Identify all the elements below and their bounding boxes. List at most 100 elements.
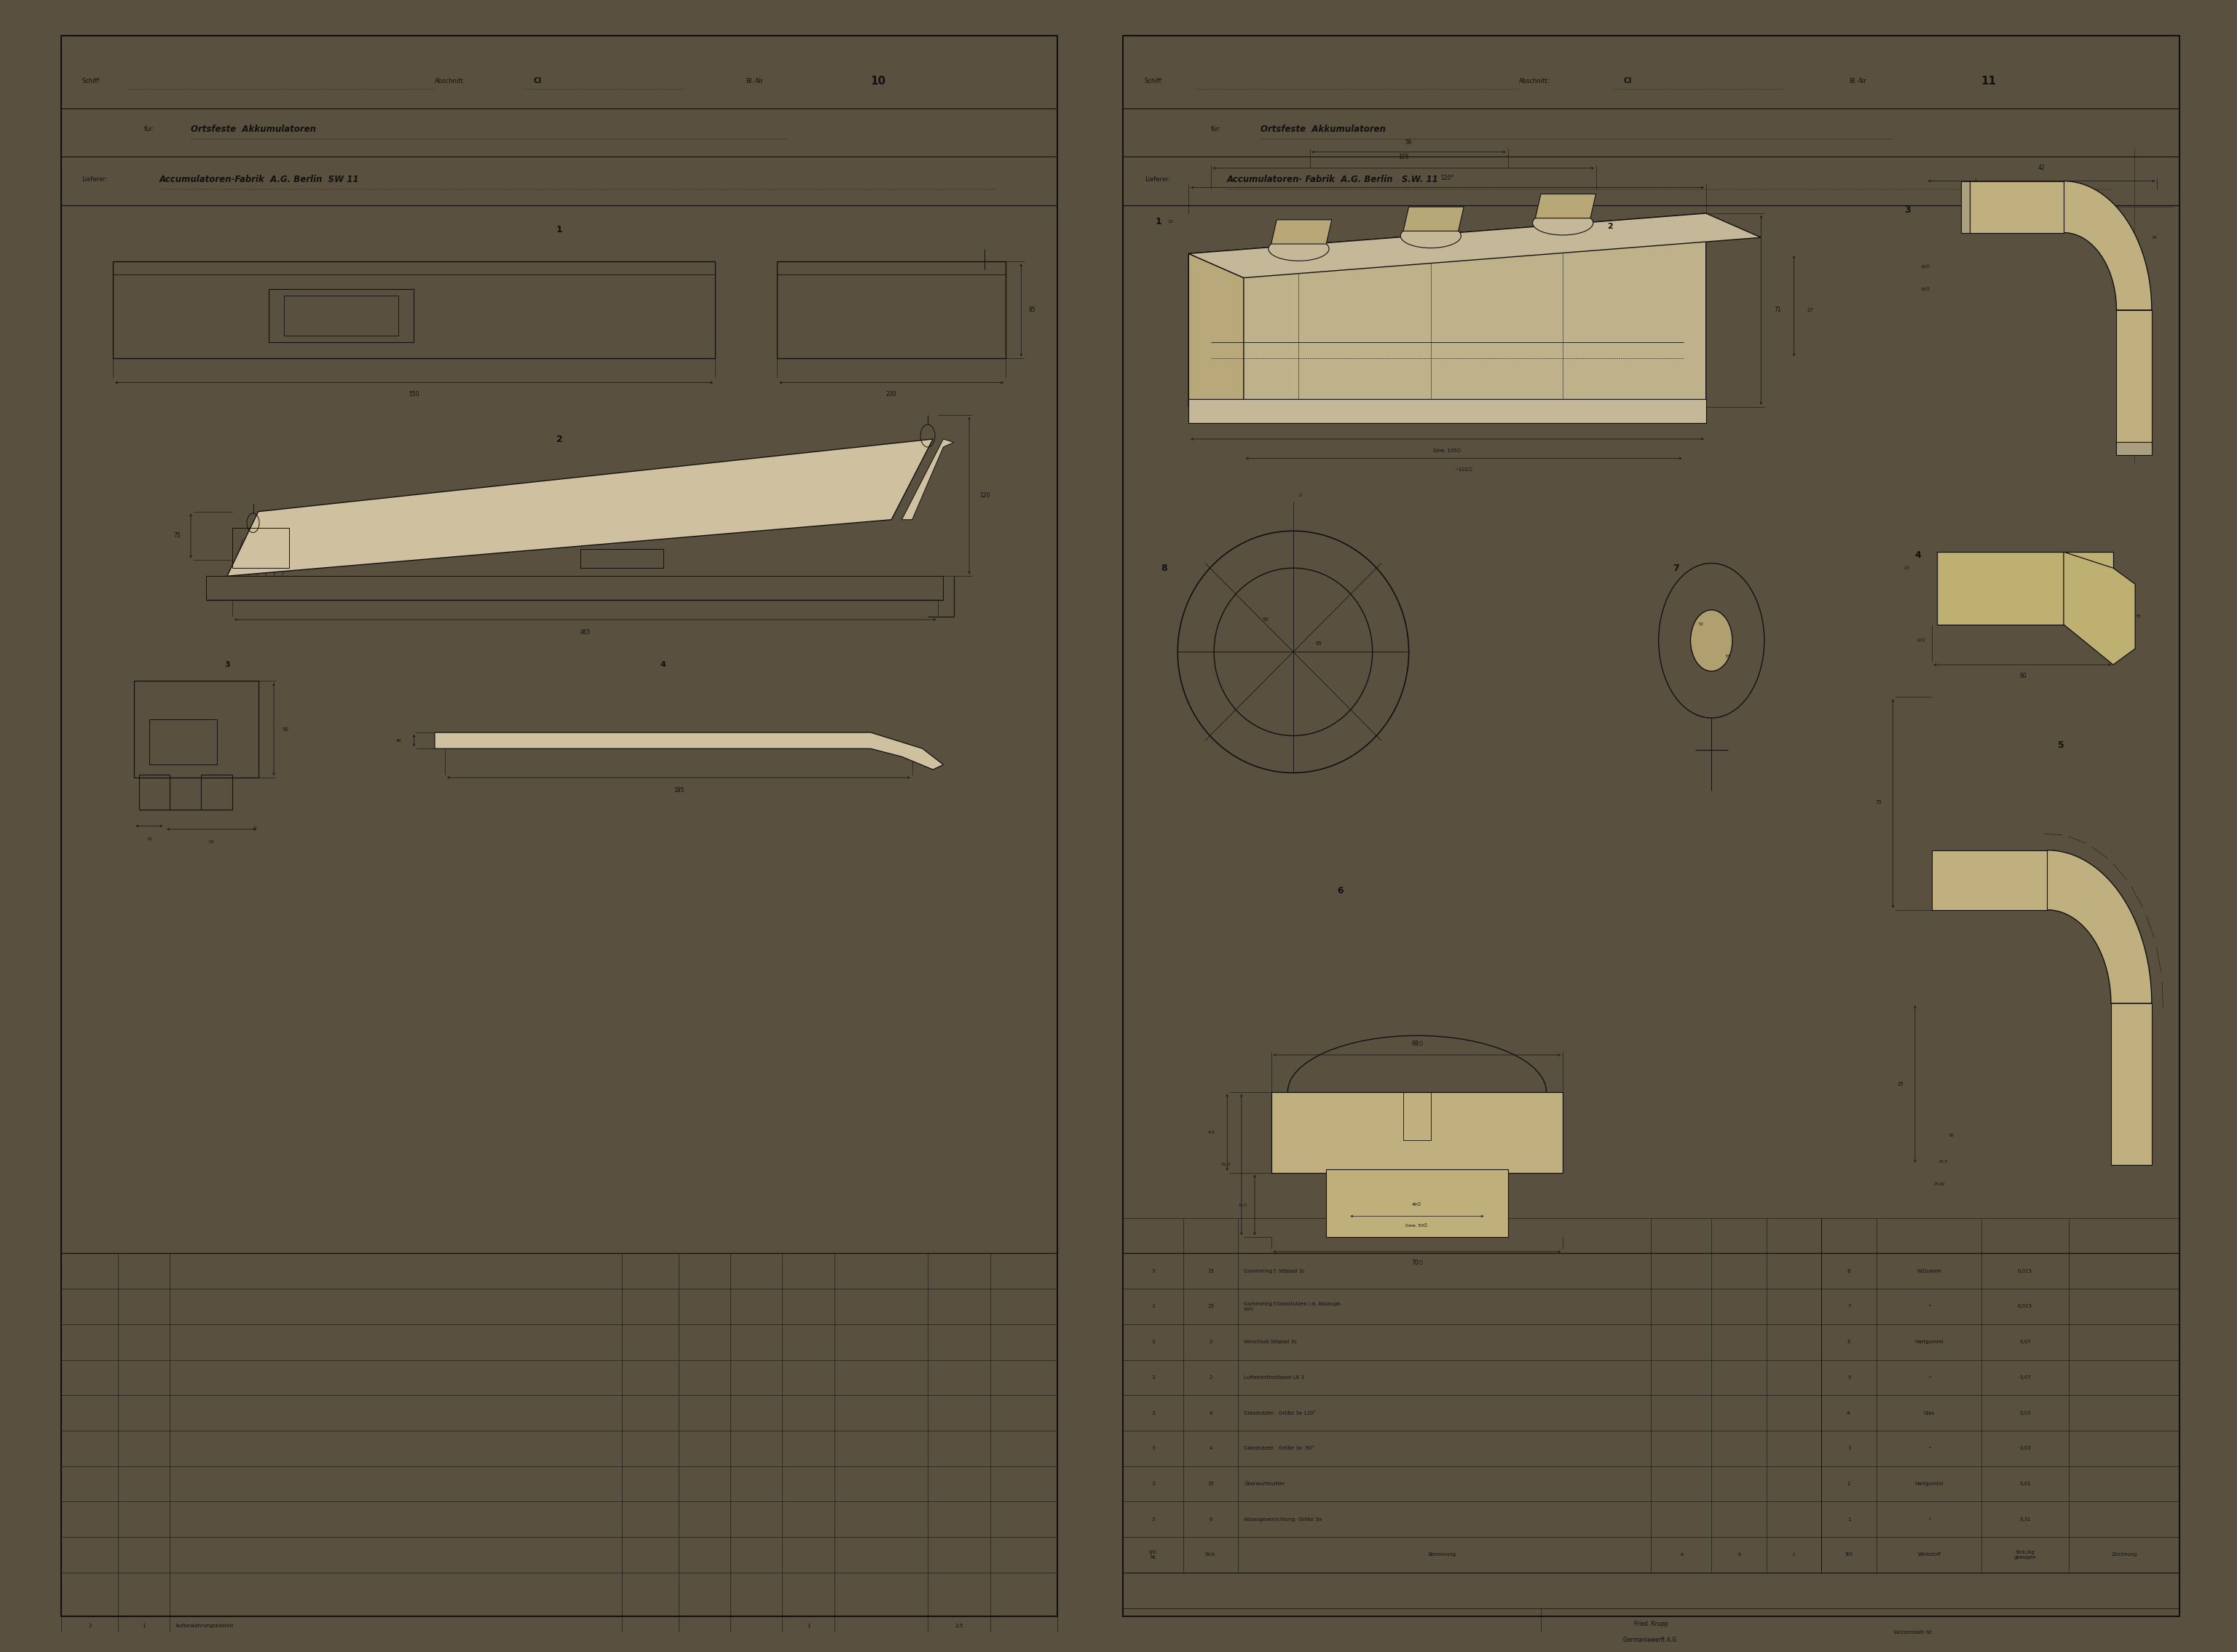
Text: Lfd.
Nr.: Lfd. Nr. — [1150, 1550, 1159, 1559]
Polygon shape — [1535, 193, 1595, 218]
Text: 1: 1 — [557, 225, 561, 235]
Text: 1: 1 — [1848, 1517, 1850, 1521]
Text: Verschluß-Stöpsel 3c: Verschluß-Stöpsel 3c — [1244, 1340, 1297, 1345]
Text: 0,03: 0,03 — [2020, 1446, 2031, 1450]
Text: ~102∅: ~102∅ — [1454, 468, 1472, 472]
Text: Überwurfmutter: Überwurfmutter — [1244, 1482, 1284, 1487]
Bar — [1123, 205, 2179, 1254]
Bar — [284, 296, 398, 335]
Text: Teil: Teil — [1846, 1553, 1852, 1556]
Text: Accumulatoren-Fabrik  A.G. Berlin  SW 11: Accumulatoren-Fabrik A.G. Berlin SW 11 — [159, 175, 360, 183]
Text: 70∅: 70∅ — [1412, 1260, 1423, 1265]
Text: 24,62: 24,62 — [1933, 1183, 1946, 1186]
Text: 0,31: 0,31 — [2020, 1517, 2031, 1521]
Bar — [150, 720, 217, 765]
Text: 13,5: 13,5 — [1237, 1203, 1246, 1206]
Text: 2: 2 — [89, 1624, 92, 1627]
Text: 15: 15 — [1208, 1269, 1215, 1274]
Text: 1: 1 — [808, 1624, 810, 1627]
Ellipse shape — [1268, 236, 1329, 261]
Text: Schiff:: Schiff: — [1145, 78, 1163, 84]
Bar — [2112, 1003, 2152, 1165]
Text: 25: 25 — [1897, 1082, 1904, 1085]
Text: 12: 12 — [1168, 220, 1172, 223]
Bar — [112, 261, 716, 358]
Bar — [1962, 182, 1971, 233]
Text: für:: für: — [1210, 126, 1221, 132]
Text: 550: 550 — [409, 390, 418, 396]
Text: Werkstoff: Werkstoff — [1917, 1553, 1942, 1556]
Polygon shape — [1188, 213, 1761, 278]
Text: Schiff:: Schiff: — [83, 78, 101, 84]
Text: Hartgummi: Hartgummi — [1915, 1482, 1944, 1487]
Text: 3: 3 — [1152, 1517, 1154, 1521]
Text: 13: 13 — [145, 838, 152, 841]
Text: 6: 6 — [1848, 1340, 1850, 1345]
Text: Ortsfeste  Akkumulatoren: Ortsfeste Akkumulatoren — [1259, 126, 1385, 134]
Bar — [1403, 1092, 1432, 1140]
Text: 4: 4 — [1915, 550, 1922, 560]
Polygon shape — [1188, 254, 1244, 406]
Polygon shape — [2063, 182, 2152, 311]
Text: 0,03: 0,03 — [2020, 1411, 2031, 1416]
Text: 50: 50 — [282, 727, 289, 732]
Text: 0,015: 0,015 — [2018, 1305, 2033, 1308]
Text: Gew. 50∅: Gew. 50∅ — [1405, 1224, 1427, 1227]
Text: 68∅: 68∅ — [1412, 1041, 1423, 1047]
Text: 3: 3 — [1152, 1340, 1154, 1345]
Text: Hartgummi: Hartgummi — [1915, 1340, 1944, 1345]
Text: 3: 3 — [1848, 1446, 1850, 1450]
Text: 4: 4 — [660, 661, 667, 669]
Text: 3: 3 — [1152, 1305, 1154, 1308]
Text: Bl.-Nr: Bl.-Nr — [747, 78, 763, 84]
Text: 4: 4 — [1208, 1446, 1212, 1450]
Text: 21,5: 21,5 — [1939, 1160, 1948, 1163]
Text: 230: 230 — [886, 390, 897, 396]
Polygon shape — [2063, 552, 2134, 664]
Text: 7: 7 — [1848, 1305, 1850, 1308]
Text: 15: 15 — [1208, 1482, 1215, 1487]
Text: 16: 16 — [1948, 1133, 1953, 1137]
Text: 56: 56 — [1405, 139, 1412, 145]
Text: 32∅: 32∅ — [1917, 639, 1926, 643]
Text: 3: 3 — [1152, 1269, 1154, 1274]
Text: Gew. 105∅: Gew. 105∅ — [1434, 448, 1461, 453]
Text: ": " — [1928, 1374, 1931, 1379]
Circle shape — [1691, 610, 1731, 671]
Text: ": " — [1928, 1517, 1931, 1521]
Text: 5: 5 — [2058, 740, 2065, 750]
Text: 33: 33 — [1725, 654, 1731, 659]
Ellipse shape — [1532, 211, 1593, 235]
Bar — [1188, 398, 1707, 423]
Text: Gummiring f.Glasstutzen i.d. Absauge-
vorr.: Gummiring f.Glasstutzen i.d. Absauge- vo… — [1244, 1302, 1342, 1312]
Text: Abschnitt:: Abschnitt: — [434, 78, 465, 84]
Text: Fried. Krupp: Fried. Krupp — [1633, 1621, 1669, 1627]
Text: 32∅: 32∅ — [1922, 287, 1931, 291]
Text: b: b — [1738, 1553, 1740, 1556]
Text: CI: CI — [1624, 78, 1631, 84]
Bar — [60, 205, 1058, 1254]
Ellipse shape — [1400, 223, 1461, 248]
Bar — [1971, 182, 2063, 233]
Text: 0,015: 0,015 — [2018, 1269, 2033, 1274]
Polygon shape — [434, 732, 944, 770]
Text: 1: 1 — [143, 1624, 145, 1627]
Text: Gummiring f. Stöpsel 3c: Gummiring f. Stöpsel 3c — [1244, 1269, 1304, 1274]
Text: 46∅: 46∅ — [1412, 1203, 1420, 1206]
Text: Lieferer:: Lieferer: — [1145, 177, 1170, 183]
Text: 71: 71 — [1774, 307, 1781, 314]
Text: 2,5: 2,5 — [955, 1624, 964, 1627]
Text: Glasstutzen   Größe 3a 120°: Glasstutzen Größe 3a 120° — [1244, 1411, 1315, 1416]
Text: 0,07: 0,07 — [2020, 1340, 2031, 1345]
Text: Abschnitt:: Abschnitt: — [1519, 78, 1550, 84]
Text: 120: 120 — [980, 492, 991, 499]
Text: Zeichnung: Zeichnung — [2112, 1553, 2136, 1556]
Text: 24: 24 — [2152, 236, 2156, 240]
Text: Skizzenblatt Nr.: Skizzenblatt Nr. — [1893, 1631, 1933, 1634]
Text: 2: 2 — [1208, 1374, 1212, 1379]
Bar — [1931, 851, 2047, 910]
Text: 8: 8 — [1848, 1269, 1850, 1274]
Text: 5: 5 — [1848, 1374, 1850, 1379]
Bar — [579, 548, 662, 568]
Text: 0,01: 0,01 — [2020, 1482, 2031, 1487]
